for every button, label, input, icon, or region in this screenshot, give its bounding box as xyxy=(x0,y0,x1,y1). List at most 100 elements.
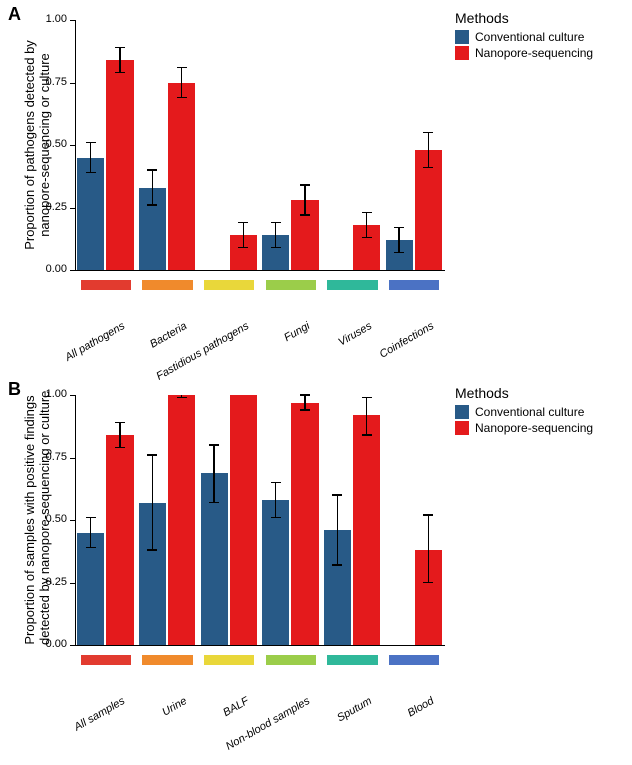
error-bar xyxy=(213,445,214,503)
error-cap xyxy=(271,482,281,483)
error-bar xyxy=(152,455,153,550)
error-cap xyxy=(300,184,310,185)
y-tick xyxy=(70,458,75,459)
error-bar xyxy=(366,398,367,436)
x-label: Non-blood samples xyxy=(202,695,312,765)
figure: A0.000.250.500.751.00Proportion of patho… xyxy=(0,0,632,750)
legend-label: Nanopore-sequencing xyxy=(475,46,593,60)
bar xyxy=(106,60,133,270)
error-cap xyxy=(300,214,310,215)
error-cap xyxy=(362,212,372,213)
error-cap xyxy=(86,172,96,173)
error-cap xyxy=(300,394,310,395)
error-cap xyxy=(115,47,125,48)
error-cap xyxy=(300,409,310,410)
panel-label-B: B xyxy=(8,379,21,400)
error-cap xyxy=(423,167,433,168)
error-bar xyxy=(366,213,367,238)
error-cap xyxy=(177,97,187,98)
y-tick xyxy=(70,583,75,584)
error-cap xyxy=(238,222,248,223)
y-tick xyxy=(70,208,75,209)
y-axis-title: Proportion of pathogens detected by nano… xyxy=(22,20,52,270)
bar xyxy=(291,403,318,646)
error-bar xyxy=(275,223,276,248)
y-axis xyxy=(75,20,76,270)
error-cap xyxy=(147,454,157,455)
y-tick xyxy=(70,83,75,84)
legend-item: Conventional culture xyxy=(455,30,593,44)
legend: Methods Conventional culture Nanopore-sequ… xyxy=(455,10,593,62)
error-cap xyxy=(147,169,157,170)
y-axis-title: Proportion of samples with positive find… xyxy=(22,395,52,645)
legend-title: Methods xyxy=(455,10,593,26)
error-bar xyxy=(119,423,120,448)
category-strip xyxy=(266,280,317,290)
error-bar xyxy=(428,133,429,168)
legend: Methods Conventional culture Nanopore-sequ… xyxy=(455,385,593,437)
error-cap xyxy=(177,67,187,68)
panel-A: A0.000.250.500.751.00Proportion of patho… xyxy=(0,0,632,375)
x-label: All samples xyxy=(17,695,127,765)
error-cap xyxy=(115,447,125,448)
bar xyxy=(168,83,195,271)
y-tick xyxy=(70,20,75,21)
y-tick xyxy=(70,270,75,271)
y-tick xyxy=(70,645,75,646)
legend-swatch xyxy=(455,405,469,419)
category-strip xyxy=(204,655,255,665)
error-cap xyxy=(209,444,219,445)
error-cap xyxy=(115,72,125,73)
error-cap xyxy=(86,142,96,143)
error-bar xyxy=(398,228,399,253)
x-axis xyxy=(75,270,445,271)
legend-label: Nanopore-sequencing xyxy=(475,421,593,435)
x-label: Sputum xyxy=(264,695,374,765)
category-strip xyxy=(327,655,378,665)
bar xyxy=(77,158,104,271)
error-cap xyxy=(86,547,96,548)
category-strip xyxy=(389,655,440,665)
legend-label: Conventional culture xyxy=(475,405,584,419)
error-cap xyxy=(115,422,125,423)
error-bar xyxy=(243,223,244,248)
bar xyxy=(77,533,104,646)
y-tick xyxy=(70,395,75,396)
error-bar xyxy=(304,185,305,215)
legend-swatch xyxy=(455,421,469,435)
y-axis xyxy=(75,395,76,645)
error-cap xyxy=(332,494,342,495)
error-bar xyxy=(428,515,429,583)
error-cap xyxy=(86,517,96,518)
legend-item: Nanopore-sequencing xyxy=(455,46,593,60)
x-label: BALF xyxy=(141,695,251,765)
error-cap xyxy=(423,132,433,133)
y-tick xyxy=(70,520,75,521)
category-strip xyxy=(142,655,193,665)
error-cap xyxy=(177,397,187,398)
category-strip xyxy=(266,655,317,665)
x-axis xyxy=(75,645,445,646)
error-bar xyxy=(90,518,91,548)
bar xyxy=(353,415,380,645)
error-bar xyxy=(181,68,182,98)
error-cap xyxy=(362,434,372,435)
legend-item: Nanopore-sequencing xyxy=(455,421,593,435)
y-tick xyxy=(70,145,75,146)
error-cap xyxy=(394,252,404,253)
error-cap xyxy=(394,227,404,228)
error-cap xyxy=(147,549,157,550)
error-cap xyxy=(423,582,433,583)
error-cap xyxy=(423,514,433,515)
legend-title: Methods xyxy=(455,385,593,401)
legend-label: Conventional culture xyxy=(475,30,584,44)
category-strip xyxy=(327,280,378,290)
error-bar xyxy=(275,483,276,518)
error-cap xyxy=(362,397,372,398)
legend-swatch xyxy=(455,30,469,44)
category-strip xyxy=(142,280,193,290)
error-bar xyxy=(304,395,305,410)
error-cap xyxy=(209,502,219,503)
error-cap xyxy=(271,222,281,223)
error-bar xyxy=(119,48,120,73)
